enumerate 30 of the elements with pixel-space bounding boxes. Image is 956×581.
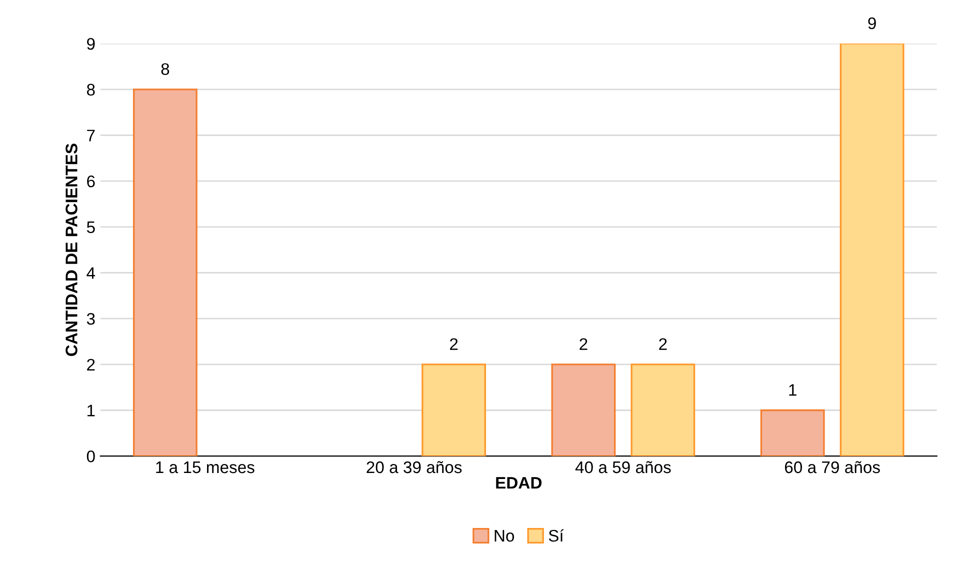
y-axis-title: CANTIDAD DE PACIENTES — [66, 144, 78, 356]
data-label: 9 — [868, 17, 876, 30]
y-tick-label: 1 — [88, 404, 95, 416]
y-tick-label: 6 — [87, 175, 95, 188]
y-tick-label: 0 — [86, 450, 95, 462]
x-axis-title: EDAD — [496, 477, 542, 489]
data-label: 2 — [450, 338, 458, 350]
data-label: 2 — [659, 338, 667, 350]
bar — [133, 88, 198, 456]
data-label: 1 — [789, 384, 796, 396]
bar — [551, 364, 616, 456]
y-tick-label: 5 — [86, 221, 95, 234]
y-tick-label: 3 — [86, 312, 95, 325]
legend-label: Sí — [548, 529, 564, 542]
bar — [422, 364, 486, 456]
bar — [760, 409, 825, 456]
y-tick-label: 2 — [87, 358, 95, 370]
x-tick-label: 20 a 39 años — [366, 461, 462, 474]
bar — [840, 44, 904, 456]
legend-label: No — [494, 530, 514, 542]
y-tick-label: 9 — [87, 38, 95, 50]
x-tick-label: 1 a 15 meses — [156, 462, 254, 474]
y-tick-label: 8 — [86, 84, 95, 96]
y-tick-label: 4 — [86, 267, 96, 279]
y-tick-label: 7 — [87, 130, 95, 142]
x-tick-label: 40 a 59 años — [575, 461, 671, 474]
x-tick-label: 60 a 79 años — [784, 461, 880, 474]
bar — [630, 364, 696, 456]
data-label: 8 — [161, 63, 170, 76]
data-label: 2 — [580, 338, 588, 350]
